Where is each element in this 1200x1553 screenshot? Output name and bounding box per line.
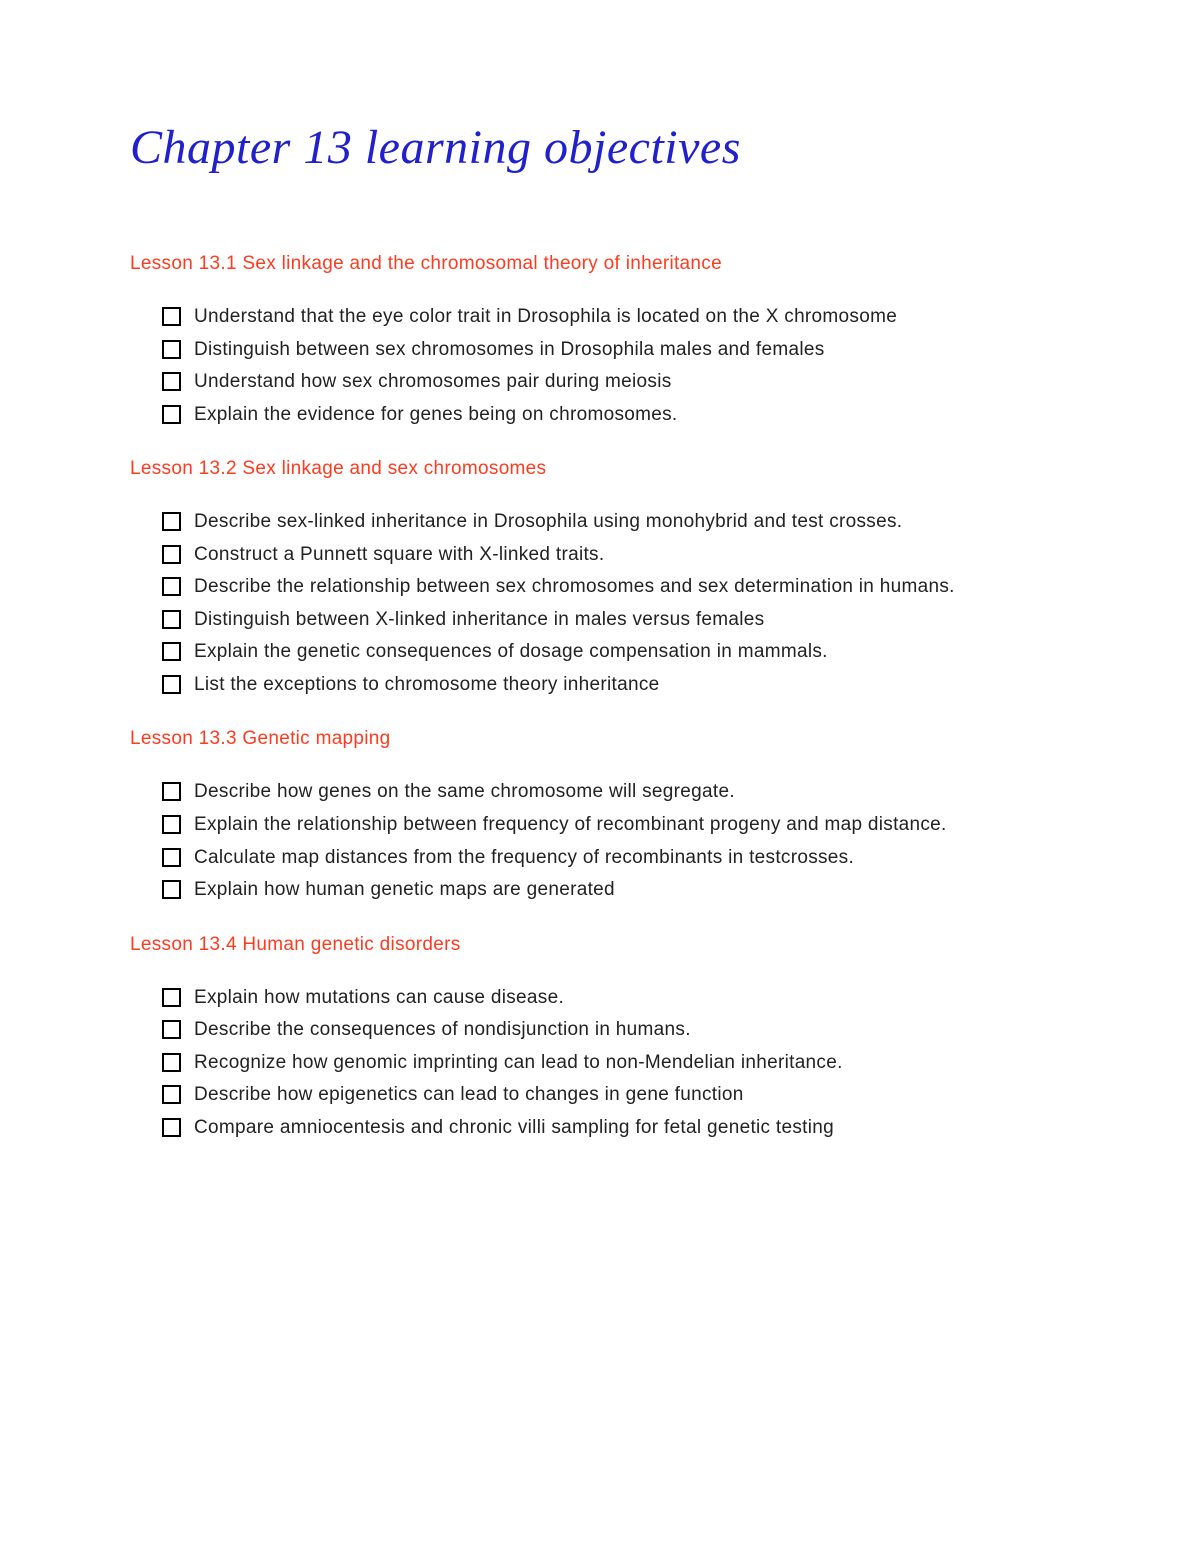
objective-item: Describe how epigenetics can lead to cha…	[162, 1081, 1070, 1109]
objective-item: Distinguish between sex chromosomes in D…	[162, 336, 1070, 364]
objective-item: Understand that the eye color trait in D…	[162, 303, 1070, 331]
objective-item: Construct a Punnett square with X-linked…	[162, 541, 1070, 569]
objective-item: Describe how genes on the same chromosom…	[162, 778, 1070, 806]
objective-item: Distinguish between X-linked inheritance…	[162, 606, 1070, 634]
objective-item: Describe sex-linked inheritance in Droso…	[162, 508, 1070, 536]
objective-item: Explain the relationship between frequen…	[162, 811, 1070, 839]
objective-item: Explain how mutations can cause disease.	[162, 984, 1070, 1012]
objective-item: Recognize how genomic imprinting can lea…	[162, 1049, 1070, 1077]
lesson-title: Lesson 13.3 Genetic mapping	[130, 728, 1070, 750]
lesson-title: Lesson 13.2 Sex linkage and sex chromoso…	[130, 458, 1070, 480]
objective-item: Explain the genetic consequences of dosa…	[162, 638, 1070, 666]
lesson-section: Lesson 13.4 Human genetic disorders Expl…	[130, 934, 1070, 1142]
objective-item: Explain how human genetic maps are gener…	[162, 876, 1070, 904]
objective-list: Explain how mutations can cause disease.…	[130, 984, 1070, 1142]
lesson-section: Lesson 13.2 Sex linkage and sex chromoso…	[130, 458, 1070, 698]
lesson-section: Lesson 13.3 Genetic mapping Describe how…	[130, 728, 1070, 903]
objective-item: Describe the consequences of nondisjunct…	[162, 1016, 1070, 1044]
objective-item: Understand how sex chromosomes pair duri…	[162, 368, 1070, 396]
objective-list: Describe sex-linked inheritance in Droso…	[130, 508, 1070, 698]
objective-list: Understand that the eye color trait in D…	[130, 303, 1070, 428]
objective-list: Describe how genes on the same chromosom…	[130, 778, 1070, 903]
objective-item: Explain the evidence for genes being on …	[162, 401, 1070, 429]
objective-item: Describe the relationship between sex ch…	[162, 573, 1070, 601]
objective-item: List the exceptions to chromosome theory…	[162, 671, 1070, 699]
objective-item: Compare amniocentesis and chronic villi …	[162, 1114, 1070, 1142]
lesson-title: Lesson 13.1 Sex linkage and the chromoso…	[130, 253, 1070, 275]
lesson-section: Lesson 13.1 Sex linkage and the chromoso…	[130, 253, 1070, 428]
lesson-title: Lesson 13.4 Human genetic disorders	[130, 934, 1070, 956]
page-title: Chapter 13 learning objectives	[130, 120, 1070, 175]
objective-item: Calculate map distances from the frequen…	[162, 844, 1070, 872]
